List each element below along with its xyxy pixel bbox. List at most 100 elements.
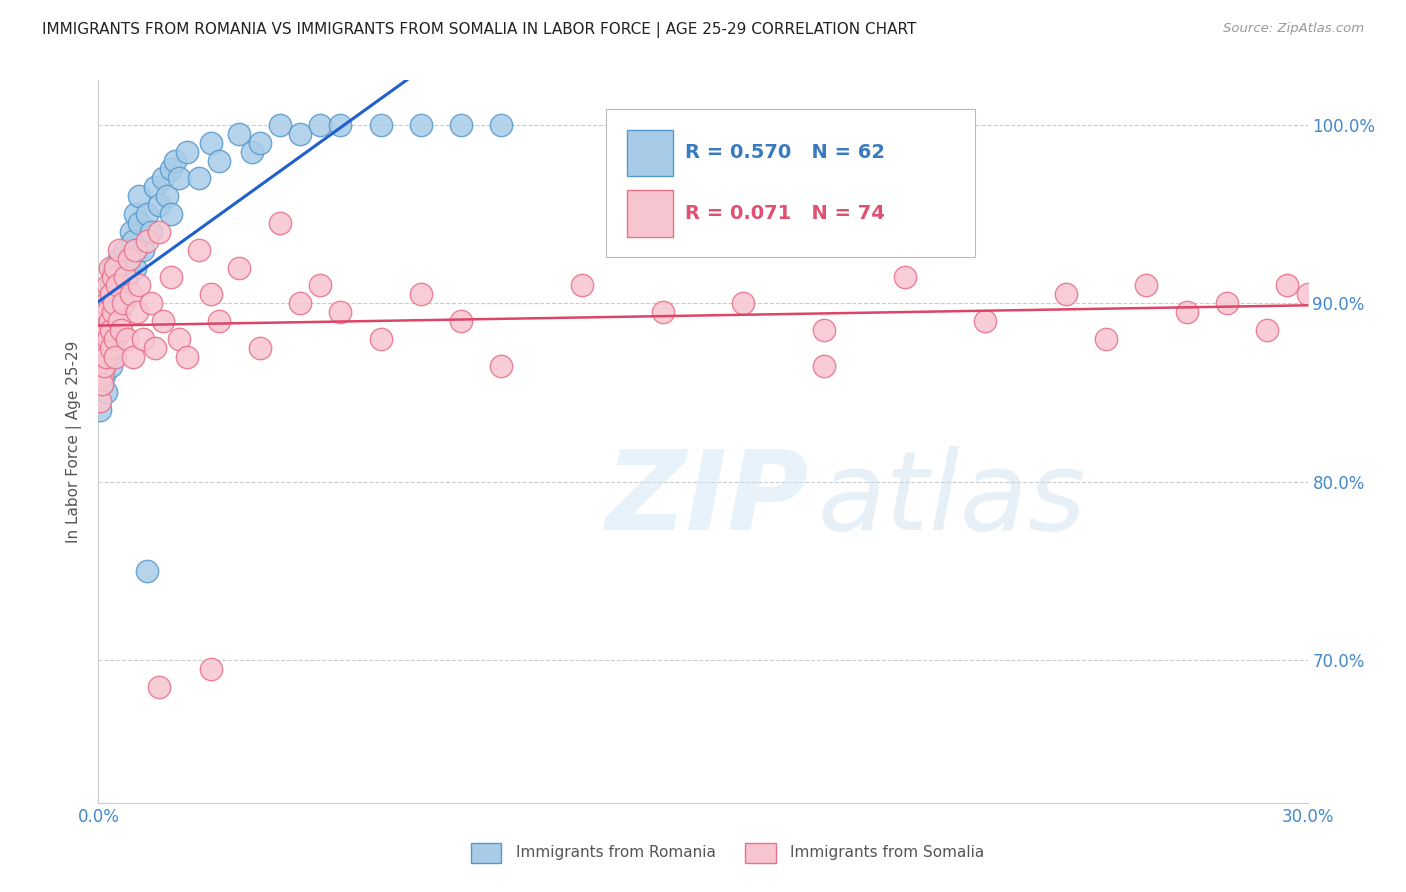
Point bbox=[100, 287, 122, 301]
Point bbox=[93, 368, 115, 382]
Point bbox=[93, 314, 115, 328]
Y-axis label: In Labor Force | Age 25-29: In Labor Force | Age 25-29 bbox=[66, 341, 83, 542]
Point bbox=[651, 305, 673, 319]
Point bbox=[240, 145, 263, 159]
Point bbox=[135, 234, 157, 248]
Point bbox=[152, 314, 174, 328]
Point bbox=[156, 189, 179, 203]
Point bbox=[160, 269, 183, 284]
Point bbox=[98, 260, 121, 275]
Point bbox=[98, 332, 121, 346]
Point bbox=[249, 136, 271, 150]
Point bbox=[124, 207, 146, 221]
Text: IMMIGRANTS FROM ROMANIA VS IMMIGRANTS FROM SOMALIA IN LABOR FORCE | AGE 25-29 CO: IMMIGRANTS FROM ROMANIA VS IMMIGRANTS FR… bbox=[42, 22, 917, 38]
Point bbox=[90, 368, 112, 382]
Point bbox=[91, 350, 114, 364]
Point bbox=[269, 118, 291, 132]
Text: R = 0.071   N = 74: R = 0.071 N = 74 bbox=[685, 204, 884, 223]
Point bbox=[329, 305, 352, 319]
Point bbox=[89, 394, 111, 409]
Point bbox=[110, 323, 132, 337]
Point bbox=[450, 118, 472, 132]
Point bbox=[200, 287, 222, 301]
Point bbox=[120, 287, 142, 301]
Point bbox=[101, 260, 124, 275]
Point bbox=[1277, 278, 1299, 293]
Text: atlas: atlas bbox=[818, 446, 1087, 553]
Text: ZIP: ZIP bbox=[606, 446, 810, 553]
Point bbox=[100, 278, 122, 293]
Point bbox=[125, 305, 148, 319]
Point bbox=[288, 127, 311, 141]
FancyBboxPatch shape bbox=[606, 109, 976, 257]
Point bbox=[200, 136, 222, 150]
Point bbox=[97, 278, 120, 293]
Point bbox=[93, 314, 115, 328]
Point bbox=[90, 376, 112, 391]
Point bbox=[176, 145, 198, 159]
Point bbox=[111, 296, 134, 310]
Point bbox=[89, 403, 111, 417]
Point bbox=[101, 287, 124, 301]
Point bbox=[288, 296, 311, 310]
Point bbox=[124, 243, 146, 257]
Point bbox=[91, 332, 114, 346]
Point bbox=[91, 332, 114, 346]
Point bbox=[107, 252, 129, 266]
Point bbox=[228, 260, 250, 275]
Point bbox=[733, 296, 755, 310]
Point bbox=[103, 269, 125, 284]
Point bbox=[1095, 332, 1118, 346]
Text: Immigrants from Romania: Immigrants from Romania bbox=[516, 845, 716, 860]
Point bbox=[96, 305, 118, 319]
Point bbox=[114, 269, 136, 284]
Point bbox=[188, 243, 211, 257]
Point bbox=[103, 296, 125, 310]
Point bbox=[1296, 287, 1319, 301]
Point bbox=[103, 332, 125, 346]
Point bbox=[107, 243, 129, 257]
Text: Source: ZipAtlas.com: Source: ZipAtlas.com bbox=[1223, 22, 1364, 36]
Point bbox=[114, 243, 136, 257]
Point bbox=[208, 314, 231, 328]
Point bbox=[89, 359, 111, 373]
Point bbox=[152, 171, 174, 186]
Point bbox=[309, 278, 332, 293]
Point bbox=[101, 269, 124, 284]
FancyBboxPatch shape bbox=[745, 843, 776, 863]
Point bbox=[128, 216, 150, 230]
Point bbox=[103, 260, 125, 275]
Point bbox=[329, 118, 352, 132]
Point bbox=[139, 225, 162, 239]
Point bbox=[160, 162, 183, 177]
Point bbox=[104, 350, 127, 364]
Point bbox=[125, 243, 148, 257]
Point bbox=[249, 341, 271, 355]
Point bbox=[135, 207, 157, 221]
Point bbox=[148, 198, 170, 212]
Point bbox=[143, 341, 166, 355]
Point bbox=[93, 359, 115, 373]
Point bbox=[132, 332, 155, 346]
Point bbox=[163, 153, 186, 168]
Point bbox=[139, 296, 162, 310]
Point bbox=[143, 180, 166, 194]
Point bbox=[98, 314, 121, 328]
Point bbox=[1175, 305, 1198, 319]
Point bbox=[118, 252, 141, 266]
Point bbox=[97, 332, 120, 346]
Point bbox=[1135, 278, 1157, 293]
Point bbox=[813, 323, 835, 337]
Point bbox=[1054, 287, 1077, 301]
Point bbox=[94, 323, 117, 337]
Point bbox=[96, 323, 118, 337]
Point bbox=[96, 385, 118, 400]
Text: R = 0.570   N = 62: R = 0.570 N = 62 bbox=[685, 144, 884, 162]
Point bbox=[571, 278, 593, 293]
Point bbox=[176, 350, 198, 364]
Point bbox=[188, 171, 211, 186]
Point bbox=[97, 296, 120, 310]
Point bbox=[128, 278, 150, 293]
Point bbox=[148, 680, 170, 694]
Point bbox=[107, 314, 129, 328]
